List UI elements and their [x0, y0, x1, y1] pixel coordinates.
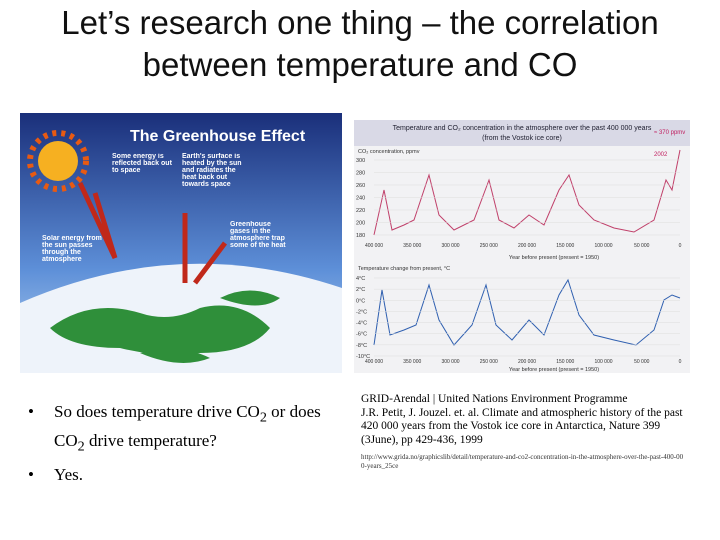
tick-label: 400 000: [365, 359, 383, 365]
diagram-title: The Greenhouse Effect: [130, 128, 306, 145]
label: Earth's surface is heated by the sun and…: [182, 153, 242, 188]
bullet: Yes.: [28, 463, 338, 487]
bullet-list: So does temperature drive CO2 or does CO…: [28, 400, 338, 491]
tick-label: 300: [356, 158, 365, 164]
citation-org: GRID-Arendal | United Nations Environmen…: [361, 393, 628, 405]
axis-label: Temperature change from present, °C: [358, 266, 450, 272]
tick-label: 350 000: [403, 243, 421, 249]
subscript: 2: [77, 438, 85, 455]
tick-label: 100 000: [594, 359, 612, 365]
axis-label: Year before present (present = 1950): [509, 255, 599, 261]
citation-url: http://www.grida.no/graphicslib/detail/t…: [361, 453, 684, 470]
tick-label: 280: [356, 171, 365, 177]
chart-subtitle: (from the Vostok ice core): [482, 135, 562, 142]
co2-curve: [373, 149, 681, 236]
citation: GRID-Arendal | United Nations Environmen…: [361, 393, 686, 471]
tick-label: -4°C: [356, 321, 367, 327]
sun: [38, 141, 78, 181]
tick-label: 50 000: [634, 359, 650, 365]
tick-label: -2°C: [356, 309, 367, 315]
tick-label: 150 000: [556, 243, 574, 249]
annotation: 2002: [654, 152, 668, 158]
text: Yes.: [54, 464, 83, 484]
bullet: So does temperature drive CO2 or does CO…: [28, 400, 338, 459]
axis-label: CO₂ concentration, ppmv: [358, 149, 420, 155]
tick-label: 150 000: [556, 359, 574, 365]
tick-label: 300 000: [441, 243, 459, 249]
vostok-image: Temperature and CO₂ concentration in the…: [354, 120, 690, 373]
tick-label: 250 000: [480, 243, 498, 249]
label: Greenhouse gases in the atmosphere trap …: [230, 221, 286, 249]
tick-label: 0: [679, 359, 682, 365]
subscript: 2: [259, 409, 267, 426]
tick-label: 300 000: [441, 359, 459, 365]
arrow: [182, 213, 227, 285]
tick-label: 240: [356, 196, 365, 202]
header: [354, 120, 690, 146]
tick-label: 100 000: [594, 243, 612, 249]
tick-label: 400 000: [365, 243, 383, 249]
citation-ref: J.R. Petit, J. Jouzel. et. al. Climate a…: [361, 406, 683, 446]
annotation: ≈ 370 ppmv: [654, 130, 685, 136]
tick-label: -10°C: [356, 354, 370, 360]
tick-label: 250 000: [480, 359, 498, 365]
tick-label: 0: [679, 243, 682, 249]
sun-rays: [27, 130, 89, 192]
slide-title: Let’s research one thing – the correlati…: [61, 4, 659, 83]
tick-label: 200: [356, 221, 365, 227]
temperature-curve: [373, 278, 681, 346]
greenhouse-image: The Greenhouse Effect Some energy is ref…: [20, 113, 342, 373]
axis-label: Year before present (present = 1950): [509, 367, 599, 373]
label: Solar energy from the sun passes through…: [42, 235, 102, 263]
text: So does temperature drive CO: [54, 402, 260, 421]
tick-label: 4°C: [356, 276, 365, 282]
label: Some energy is reflected back out to spa…: [112, 153, 172, 174]
tick-label: -8°C: [356, 343, 367, 349]
tick-label: 260: [356, 183, 365, 189]
arrow: [77, 181, 118, 260]
panel: [354, 120, 690, 373]
tick-label: 200 000: [518, 359, 536, 365]
tick-label: 200 000: [518, 243, 536, 249]
tick-label: 220: [356, 208, 365, 214]
tick-label: 350 000: [403, 359, 421, 365]
tick-label: 2°C: [356, 287, 365, 293]
tick-label: 50 000: [634, 243, 650, 249]
text: or does CO: [54, 402, 321, 451]
tick-label: -6°C: [356, 332, 367, 338]
text: drive temperature?: [84, 431, 217, 451]
land: [50, 290, 280, 363]
tick-label: 180: [356, 233, 365, 239]
tick-label: 0°C: [356, 298, 365, 304]
chart-title: Temperature and CO₂ concentration in the…: [393, 125, 652, 132]
